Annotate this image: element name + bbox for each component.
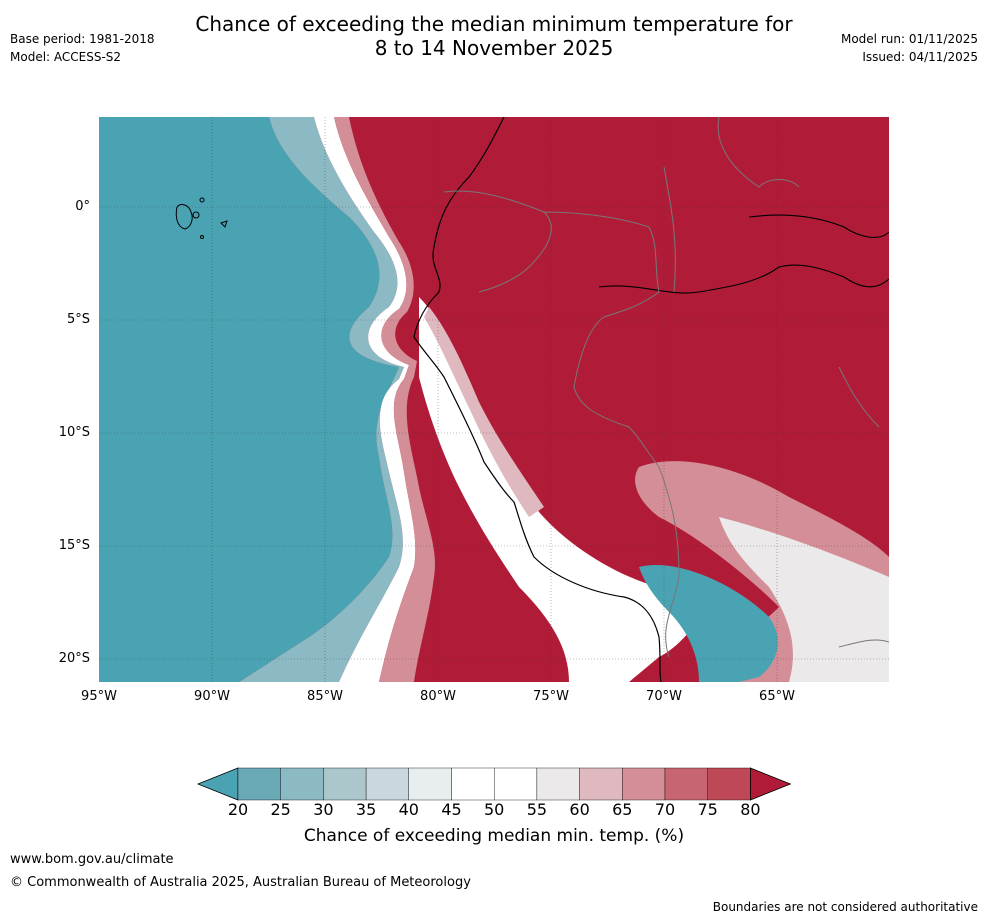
colorbar-tick-label: 45 <box>441 800 462 819</box>
base-period: Base period: 1981-2018 <box>10 32 155 46</box>
colorbar-tick-label: 35 <box>355 800 377 819</box>
issued-date: Issued: 04/11/2025 <box>862 50 978 64</box>
colorbar-cell <box>408 767 452 801</box>
colorbar-tick-label: 60 <box>569 800 590 819</box>
colorbar-cell <box>323 767 367 801</box>
lon-label: 75°W <box>533 689 569 704</box>
graticule <box>99 117 889 682</box>
lon-label: 90°W <box>194 689 230 704</box>
southern-neutral-region <box>719 517 889 682</box>
coastal-neutral-strip <box>419 297 701 682</box>
title-line-2: 8 to 14 November 2025 <box>374 36 614 60</box>
coastline <box>413 117 662 682</box>
colorbar-cell <box>536 767 580 801</box>
colorbar-cell <box>579 767 623 801</box>
colorbar-tick-label: 70 <box>654 800 676 819</box>
lon-label: 95°W <box>81 689 117 704</box>
colorbar-tick-label: 80 <box>740 800 761 819</box>
colorbar-tick-label: 30 <box>313 800 334 819</box>
altiplano-low-probability <box>639 565 778 682</box>
colorbar-tick-label: 55 <box>526 800 548 819</box>
colorbar-tick-label: 65 <box>612 800 633 819</box>
footer-note: Boundaries are not considered authoritat… <box>712 900 978 914</box>
lon-label: 70°W <box>646 689 682 704</box>
lon-label: 65°W <box>759 689 795 704</box>
colorbar-cell <box>280 767 324 801</box>
colorbar-cell <box>707 767 751 801</box>
colorbar-cell <box>622 767 666 801</box>
colorbar-cell <box>365 767 410 801</box>
colorbar-cells <box>196 767 792 801</box>
colorbar-cell <box>494 767 538 801</box>
colorbar-extend-high <box>750 767 792 801</box>
lon-label: 85°W <box>307 689 343 704</box>
lat-label: 15°S <box>58 538 90 553</box>
colorbar-cell <box>451 767 495 801</box>
colorbar-extend-low <box>196 767 239 801</box>
footer-url[interactable]: www.bom.gov.au/climate <box>10 852 174 867</box>
colorbar-tick-label: 40 <box>398 800 419 819</box>
meta-right: Model run: 01/11/2025 Issued: 04/11/2025 <box>841 30 978 66</box>
colorbar-cell <box>237 767 281 801</box>
coastal-pink-strip <box>424 307 544 517</box>
meta-left: Base period: 1981-2018 Model: ACCESS-S2 <box>10 30 155 66</box>
probability-map <box>99 117 889 682</box>
colorbar-label: Chance of exceeding median min. temp. (%… <box>303 826 685 846</box>
chart-title: Chance of exceeding the median minimum t… <box>0 12 988 60</box>
lon-label: 80°W <box>420 689 456 704</box>
footer-copyright: © Commonwealth of Australia 2025, Austra… <box>10 875 471 890</box>
country-borders <box>443 117 889 658</box>
model-name: Model: ACCESS-S2 <box>10 50 122 64</box>
colorbar-tick-label: 25 <box>270 800 291 819</box>
lat-label: 20°S <box>58 651 90 666</box>
amazon-river <box>598 214 889 294</box>
ocean-low-probability <box>99 117 399 682</box>
title-line-1: Chance of exceeding the median minimum t… <box>195 12 793 36</box>
colorbar-tick-label: 50 <box>484 800 505 819</box>
colorbar-tick-label: 75 <box>697 800 718 819</box>
colorbar-tick-label: 20 <box>227 800 249 819</box>
lat-label: 5°S <box>66 312 90 327</box>
galapagos-islands <box>175 197 228 239</box>
colorbar <box>196 767 792 801</box>
model-run: Model run: 01/11/2025 <box>840 32 978 46</box>
lat-label: 0° <box>75 199 90 214</box>
lat-label: 10°S <box>58 425 90 440</box>
colorbar-cell <box>664 767 708 801</box>
band-65 <box>334 117 436 682</box>
